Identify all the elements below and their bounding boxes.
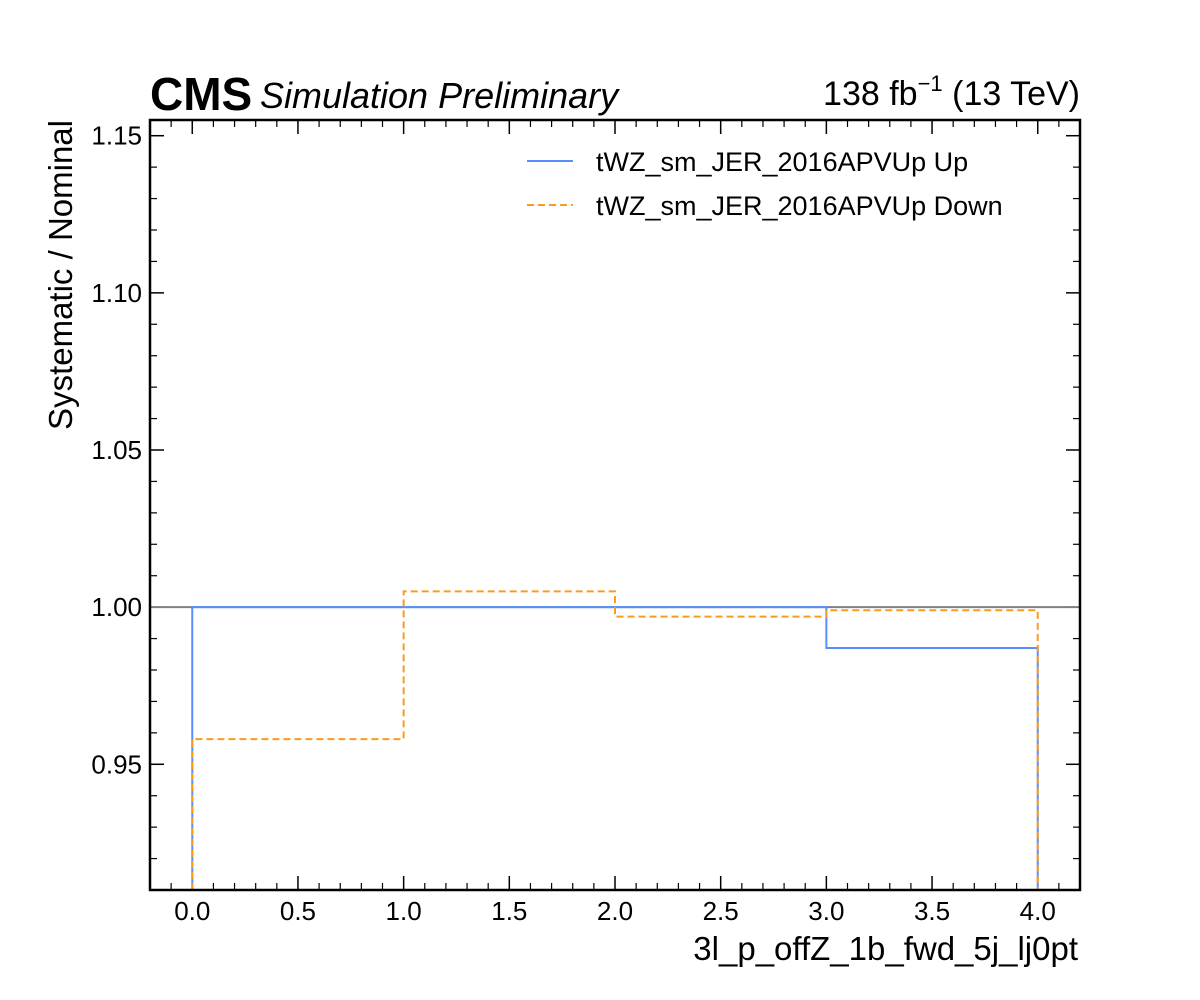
x-tick-label: 3.0 [808, 896, 844, 926]
y-tick-label: 1.10 [91, 278, 142, 308]
legend: tWZ_sm_JER_2016APVUp Up tWZ_sm_JER_2016A… [527, 147, 1003, 221]
axis-ticks [149, 120, 1081, 891]
x-tick-label: 3.5 [914, 896, 950, 926]
luminosity-prefix: 138 fb [823, 75, 918, 113]
x-tick-label: 4.0 [1020, 896, 1056, 926]
tick-labels: 0.0 0.5 1.0 1.5 2.0 2.5 3.0 3.5 4.0 0.95 1.00 1.05 1… [91, 121, 1055, 926]
x-tick-label: 1.0 [386, 896, 422, 926]
x-tick-label: 0.5 [280, 896, 316, 926]
y-axis-label: Systematic / Nominal [42, 120, 79, 430]
series-up-line [191, 606, 1039, 890]
luminosity-label: 138 fb−1 (13 TeV) [823, 71, 1080, 113]
x-tick-label: 1.5 [491, 896, 527, 926]
y-tick-label: 0.95 [91, 749, 142, 779]
y-tick-label: 1.15 [91, 121, 142, 151]
y-tick-label: 1.05 [91, 435, 142, 465]
x-tick-label: 0.0 [174, 896, 210, 926]
legend-label-up: tWZ_sm_JER_2016APVUp Up [596, 147, 968, 177]
plot-frame [148, 118, 1082, 892]
x-axis-label: 3l_p_offZ_1b_fwd_5j_lj0pt [693, 930, 1078, 967]
luminosity-exponent: −1 [918, 71, 943, 96]
luminosity-suffix: (13 TeV) [943, 75, 1080, 113]
series-layer [150, 590, 1080, 890]
y-tick-label: 1.00 [91, 592, 142, 622]
x-tick-label: 2.0 [597, 896, 633, 926]
series-down-line [191, 590, 1039, 890]
status-label: Simulation Preliminary [260, 75, 620, 116]
experiment-label: CMS [150, 68, 252, 120]
x-tick-label: 2.5 [703, 896, 739, 926]
legend-label-down: tWZ_sm_JER_2016APVUp Down [596, 191, 1003, 221]
